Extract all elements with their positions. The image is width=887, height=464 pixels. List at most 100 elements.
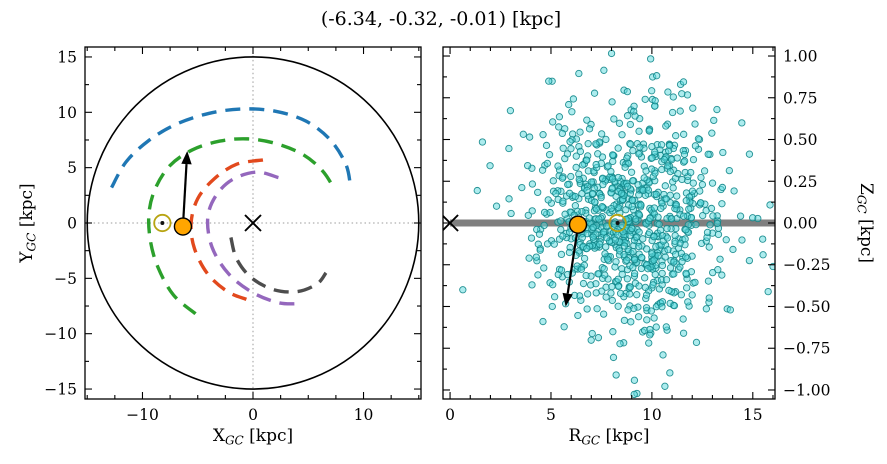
scatter-point — [671, 237, 679, 245]
y-tick-label: −0.50 — [783, 298, 831, 316]
scatter-point — [586, 26, 592, 32]
scatter-point — [583, 305, 591, 313]
figure-title: (-6.34, -0.32, -0.01) [kpc] — [321, 8, 561, 30]
scatter-point — [644, 265, 652, 273]
scatter-point — [583, 230, 591, 238]
scatter-point — [542, 141, 551, 150]
scatter-point — [535, 230, 544, 238]
scatter-point — [620, 242, 629, 250]
scatter-point — [608, 175, 617, 183]
scatter-point — [583, 186, 591, 194]
scatter-point — [587, 336, 595, 344]
scatter-point — [662, 276, 671, 284]
scatter-point — [608, 184, 617, 192]
scatter-point — [666, 264, 675, 272]
scatter-point — [607, 204, 615, 213]
y-tick-label: −0.25 — [783, 256, 831, 274]
scatter-point — [594, 270, 602, 278]
scatter-point — [557, 250, 566, 259]
scatter-point — [567, 172, 575, 181]
scatter-point — [637, 201, 645, 209]
scatter-point — [719, 148, 727, 157]
scatter-point — [584, 140, 592, 148]
scatter-point — [725, 166, 733, 175]
scatter-point — [528, 281, 536, 289]
scatter-point — [560, 323, 568, 331]
scatter-point — [559, 197, 567, 205]
scatter-point — [608, 296, 616, 305]
scatter-point — [713, 219, 721, 228]
scatter-point — [608, 283, 616, 291]
scatter-point — [648, 250, 656, 258]
scatter-point — [630, 376, 639, 384]
scatter-point — [635, 282, 643, 290]
scatter-point — [593, 305, 601, 313]
scatter-point — [660, 155, 668, 164]
scatter-point — [685, 205, 693, 213]
velocity-arrow — [181, 151, 192, 227]
scatter-point — [614, 282, 623, 291]
scatter-point — [543, 159, 551, 168]
scatter-point — [576, 128, 584, 136]
scatter-point — [644, 186, 653, 194]
scatter-point — [602, 234, 611, 242]
scatter-point — [643, 316, 651, 324]
scatter-point — [597, 193, 605, 202]
scatter-point — [609, 353, 618, 362]
scatter-point — [673, 154, 681, 162]
scatter-point — [680, 157, 689, 165]
scatter-point — [630, 390, 638, 399]
scatter-point — [670, 302, 679, 310]
scatter-point — [672, 201, 680, 209]
scatter-point — [559, 232, 567, 240]
scatter-point — [620, 316, 629, 325]
scatter-point — [572, 163, 580, 172]
scatter-point — [658, 269, 666, 277]
scatter-point — [654, 252, 662, 260]
scatter-point — [764, 287, 772, 296]
scatter-point — [648, 165, 656, 173]
scatter-point — [559, 144, 567, 152]
scatter-point — [697, 173, 705, 182]
scatter-point — [642, 291, 651, 299]
scatter-point — [657, 141, 666, 149]
scatter-point — [635, 242, 643, 251]
scatter-point — [635, 127, 643, 135]
scatter-point — [697, 199, 705, 207]
scatter-point — [691, 278, 699, 287]
scatter-point — [679, 78, 688, 86]
scatter-point — [666, 369, 674, 377]
scatter-point — [532, 253, 540, 261]
scatter-point — [569, 95, 578, 103]
scatter-point — [563, 150, 572, 158]
spiral-arm-purple-path — [205, 170, 298, 306]
scatter-point — [628, 202, 636, 211]
scatter-point — [534, 240, 542, 248]
scatter-point — [708, 179, 717, 187]
scatter-point — [592, 160, 600, 169]
scatter-point — [614, 302, 622, 310]
scatter-point — [658, 303, 666, 311]
scatter-point — [568, 108, 576, 116]
scatter-point — [478, 138, 487, 146]
scatter-point — [665, 286, 673, 295]
scatter-point — [610, 115, 618, 123]
scatter-point — [617, 189, 626, 198]
scatter-point — [527, 234, 536, 242]
scatter-point — [664, 88, 672, 96]
scatter-point — [545, 77, 553, 85]
scatter-point — [584, 290, 592, 298]
velocity-arrow — [562, 226, 580, 307]
scatter-point — [672, 132, 680, 140]
scatter-point — [598, 174, 607, 182]
scatter-point — [633, 233, 641, 241]
scatter-point — [650, 314, 658, 322]
scatter-point — [565, 248, 574, 257]
scatter-point — [688, 187, 697, 195]
scatter-point — [648, 154, 656, 162]
scatter-point — [594, 334, 603, 342]
object-position-marker — [173, 217, 193, 236]
scatter-point — [629, 147, 637, 155]
scatter-point — [687, 213, 696, 222]
